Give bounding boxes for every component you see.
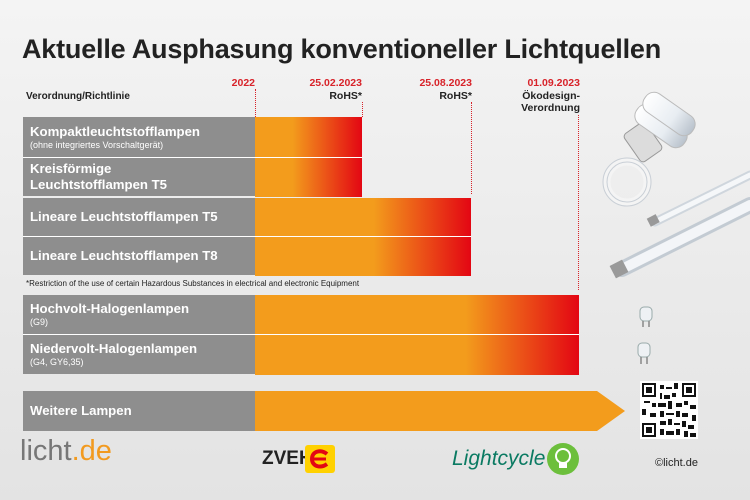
row-label-weitere: Weitere Lampen xyxy=(23,391,255,431)
circular-fluorescent-lamp-icon xyxy=(602,157,652,207)
bar-hochvolt xyxy=(255,295,579,334)
bar-linear-t8 xyxy=(255,236,471,276)
milestone-date-2022: 2022 xyxy=(231,77,255,89)
page-title: Aktuelle Ausphasung konventioneller Lich… xyxy=(22,34,661,64)
lightcycle-logo-text: Lightcycle xyxy=(452,447,546,470)
milestone-line-2022 xyxy=(255,89,256,117)
g4-halogen-lamp-icon xyxy=(637,342,651,364)
lightcycle-logo: Lightcycle xyxy=(452,447,545,471)
column-header: Verordnung/Richtlinie xyxy=(26,91,130,102)
row-label-hochvolt: Hochvolt-Halogenlampen (G9) xyxy=(23,295,255,334)
licht-logo-text: licht xyxy=(20,435,72,467)
row-label-kreis: Kreisförmige Leuchtstofflampen T5 xyxy=(23,157,255,196)
row-label-text: Niedervolt-Halogenlampen xyxy=(30,341,198,356)
milestone-note-sep-line2: Verordnung xyxy=(521,102,580,114)
bar-weitere-arrow xyxy=(255,391,625,431)
arrow-shape xyxy=(255,391,625,431)
milestone-note-feb: RoHS* xyxy=(329,90,362,102)
milestone-line-aug xyxy=(471,102,472,194)
row-label-linear-t8: Lineare Leuchtstofflampen T8 xyxy=(23,236,255,275)
milestone-note-sep: Ökodesign- Verordnung xyxy=(500,90,580,114)
row-sublabel-text: (G9) xyxy=(30,317,48,327)
row-label-text: Lineare Leuchtstofflampen T8 xyxy=(30,248,218,263)
lightcycle-bulb-icon xyxy=(547,443,579,475)
lamp-illustrations xyxy=(602,91,750,364)
bar-kreis xyxy=(255,157,362,197)
row-label-text: Hochvolt-Halogenlampen xyxy=(30,301,189,316)
row-label-text: Lineare Leuchtstofflampen T5 xyxy=(30,209,218,224)
row-label-text: Kompaktleuchtstofflampen xyxy=(30,123,200,139)
row-label-text: Kreisförmige xyxy=(30,161,112,176)
linear-t5-tube-icon xyxy=(646,170,750,227)
g9-halogen-lamp-icon xyxy=(639,306,653,327)
zveh-e-mark-icon xyxy=(305,445,335,473)
footnote: *Restriction of the use of certain Hazar… xyxy=(26,279,360,288)
bar-linear-t5 xyxy=(255,198,471,236)
row-sublabel-text: (G4, GY6,35) xyxy=(30,357,84,367)
copyright-text: ©licht.de xyxy=(655,457,698,469)
zveh-logo-text: ZVEH xyxy=(262,448,313,469)
milestone-line-sep xyxy=(578,115,579,290)
licht-de-logo: licht.de xyxy=(20,435,112,468)
compact-fluorescent-lamp-icon xyxy=(623,91,696,163)
row-label-kompakt: Kompaktleuchtstofflampen (ohne integrier… xyxy=(23,117,255,157)
licht-logo-suffix: .de xyxy=(71,435,112,467)
milestone-note-aug: RoHS* xyxy=(439,90,472,102)
row-sublabel-text: (ohne integriertes Vorschaltgerät) xyxy=(30,139,164,150)
milestone-date-sep: 01.09.2023 xyxy=(527,77,580,89)
qr-code-icon xyxy=(640,381,698,439)
milestone-date-aug: 25.08.2023 xyxy=(419,77,472,89)
bar-kompakt xyxy=(255,117,362,157)
milestone-date-feb: 25.02.2023 xyxy=(309,77,362,89)
zveh-logo: ZVEH xyxy=(262,448,313,470)
row-label-text: Weitere Lampen xyxy=(30,403,132,418)
row-label-text: Leuchtstofflampen T5 xyxy=(30,177,168,192)
bar-niedervolt xyxy=(255,334,579,375)
row-label-linear-t5: Lineare Leuchtstofflampen T5 xyxy=(23,198,255,236)
milestone-line-feb xyxy=(362,102,363,117)
linear-t8-tube-icon xyxy=(609,197,750,279)
row-label-niedervolt: Niedervolt-Halogenlampen (G4, GY6,35) xyxy=(23,334,255,374)
milestone-note-sep-line1: Ökodesign- xyxy=(522,90,580,102)
